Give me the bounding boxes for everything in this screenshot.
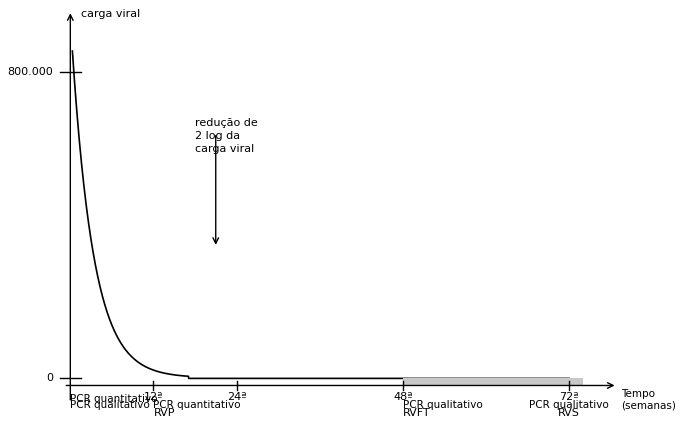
Text: PCR qualitativo: PCR qualitativo — [70, 400, 150, 410]
Text: PCR quantitativo: PCR quantitativo — [70, 394, 158, 404]
Text: RVP: RVP — [153, 408, 175, 418]
Bar — [402, 378, 583, 386]
Text: 48ª: 48ª — [393, 392, 413, 402]
Text: PCR qualitativo: PCR qualitativo — [529, 400, 609, 410]
Text: carga viral: carga viral — [81, 8, 140, 19]
Text: RVS: RVS — [558, 408, 580, 418]
Text: 800.000: 800.000 — [7, 67, 53, 77]
Text: 0: 0 — [46, 373, 53, 383]
Text: Tempo
(semanas): Tempo (semanas) — [621, 389, 676, 411]
Text: PCR quantitativo: PCR quantitativo — [153, 400, 241, 410]
Text: 24ª: 24ª — [227, 392, 247, 402]
Text: redução de
2 log da
carga viral: redução de 2 log da carga viral — [195, 117, 257, 154]
Text: RVFT: RVFT — [402, 408, 430, 418]
Text: 12ª: 12ª — [144, 392, 163, 402]
Text: 72ª: 72ª — [559, 392, 579, 402]
Text: PCR qualitativo: PCR qualitativo — [402, 400, 482, 410]
